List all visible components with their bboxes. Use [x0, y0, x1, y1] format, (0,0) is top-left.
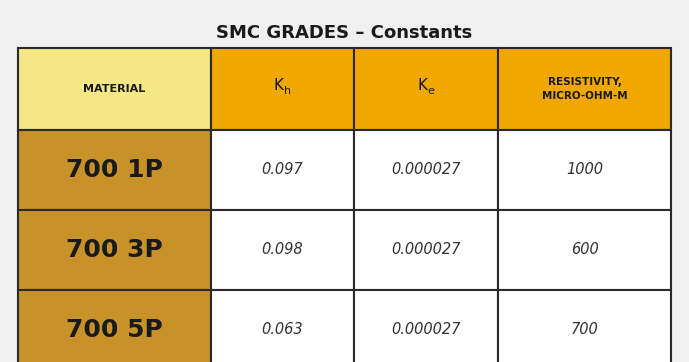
- Text: 700 1P: 700 1P: [66, 158, 163, 182]
- Text: 0.063: 0.063: [262, 323, 303, 337]
- Bar: [18, 290, 211, 362]
- Bar: [18, 210, 211, 290]
- Text: 1000: 1000: [566, 163, 603, 177]
- Text: h: h: [284, 86, 291, 96]
- Text: 700: 700: [570, 323, 598, 337]
- Bar: [211, 210, 354, 290]
- Bar: [211, 130, 354, 210]
- Bar: [498, 130, 671, 210]
- Text: 0.000027: 0.000027: [391, 243, 461, 257]
- Text: MATERIAL: MATERIAL: [83, 84, 145, 94]
- Text: SMC GRADES – Constants: SMC GRADES – Constants: [216, 24, 473, 42]
- Bar: [211, 290, 354, 362]
- Text: 600: 600: [570, 243, 598, 257]
- Text: H: H: [84, 64, 129, 110]
- Bar: [18, 48, 211, 130]
- Text: e: e: [428, 86, 435, 96]
- Bar: [354, 290, 498, 362]
- Text: 0.097: 0.097: [262, 163, 303, 177]
- Text: RESISTIVITY,
MICRO-OHM-M: RESISTIVITY, MICRO-OHM-M: [542, 77, 627, 101]
- Text: K: K: [274, 79, 283, 93]
- Text: 0.098: 0.098: [262, 243, 303, 257]
- Text: 0.000027: 0.000027: [391, 323, 461, 337]
- Bar: [498, 290, 671, 362]
- Bar: [211, 48, 354, 130]
- Bar: [18, 130, 211, 210]
- Text: K: K: [417, 79, 427, 93]
- Bar: [354, 210, 498, 290]
- Bar: [354, 48, 498, 130]
- Bar: [498, 48, 671, 130]
- Bar: [354, 130, 498, 210]
- Text: 0.000027: 0.000027: [391, 163, 461, 177]
- Bar: [498, 210, 671, 290]
- Text: 700 5P: 700 5P: [66, 318, 163, 342]
- Text: 700 3P: 700 3P: [66, 238, 163, 262]
